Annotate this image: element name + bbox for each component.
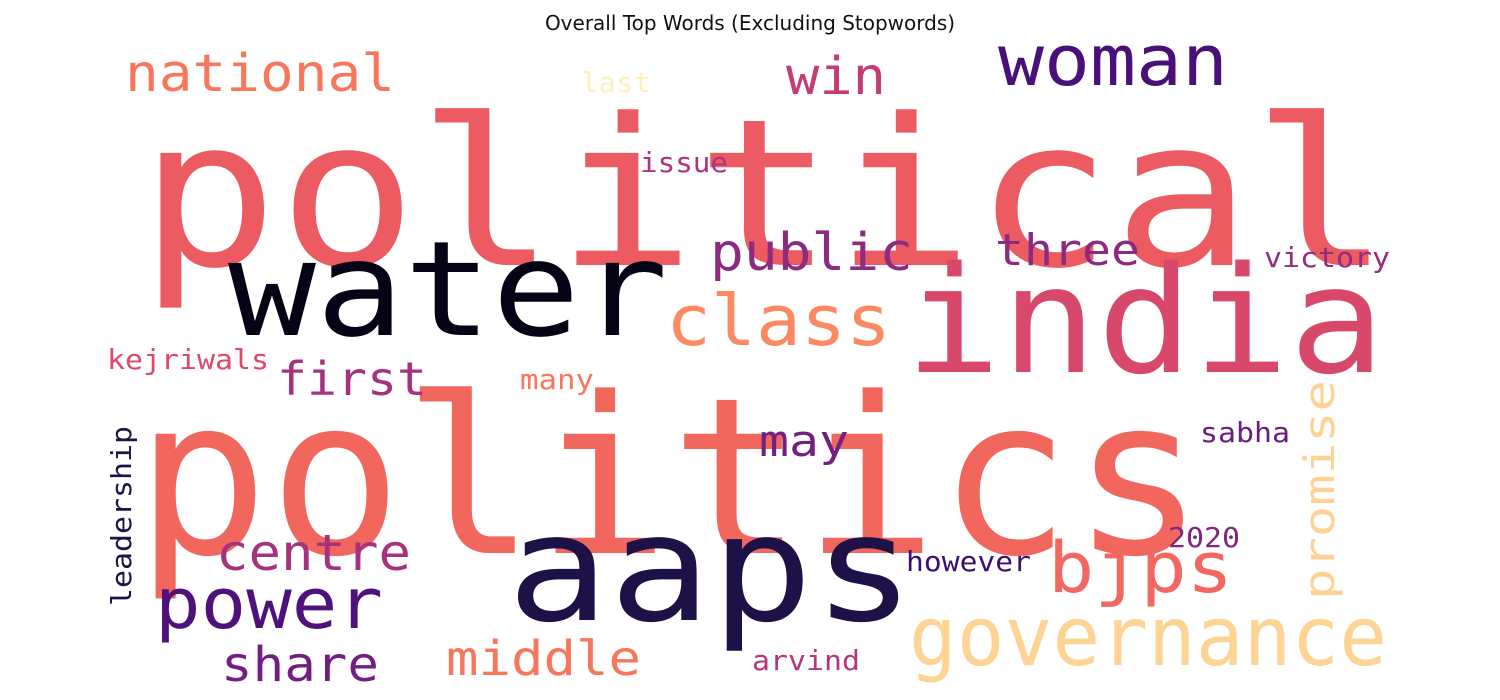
word-national: national [125, 44, 395, 104]
word-kejriwals: kejriwals [107, 343, 269, 376]
word-may: may [759, 416, 849, 467]
word-2020: 2020 [1168, 521, 1240, 554]
word-victory: victory [1264, 241, 1390, 274]
word-promise: promise [1295, 380, 1344, 600]
word-win: win [786, 47, 886, 107]
word-arvind: arvind [752, 644, 860, 677]
word-however: however [906, 545, 1031, 578]
word-woman: woman [998, 20, 1228, 102]
word-bjps: bjps [1048, 527, 1233, 609]
word-share: share [221, 637, 379, 693]
word-public: public [710, 223, 913, 283]
word-aaps: aaps [507, 483, 915, 655]
word-class: class [666, 280, 891, 362]
word-middle: middle [446, 631, 641, 687]
word-three: three [995, 225, 1140, 276]
word-governance: governance [909, 590, 1387, 685]
word-many: many [520, 363, 594, 396]
word-political: political [139, 76, 1391, 314]
word-last: last [581, 66, 651, 99]
word-centre: centre [216, 524, 411, 582]
chart-title: Overall Top Words (Excluding Stopwords) [544, 11, 956, 35]
word-power: power [155, 563, 383, 645]
word-sabha: sabha [1200, 416, 1290, 449]
word-first: first [277, 352, 427, 406]
word-water: water [228, 213, 668, 367]
word-leadership: leadership [105, 426, 138, 606]
word-politics: politics [135, 352, 1205, 605]
word-issue: issue [640, 146, 728, 179]
word-india: india [905, 235, 1385, 407]
